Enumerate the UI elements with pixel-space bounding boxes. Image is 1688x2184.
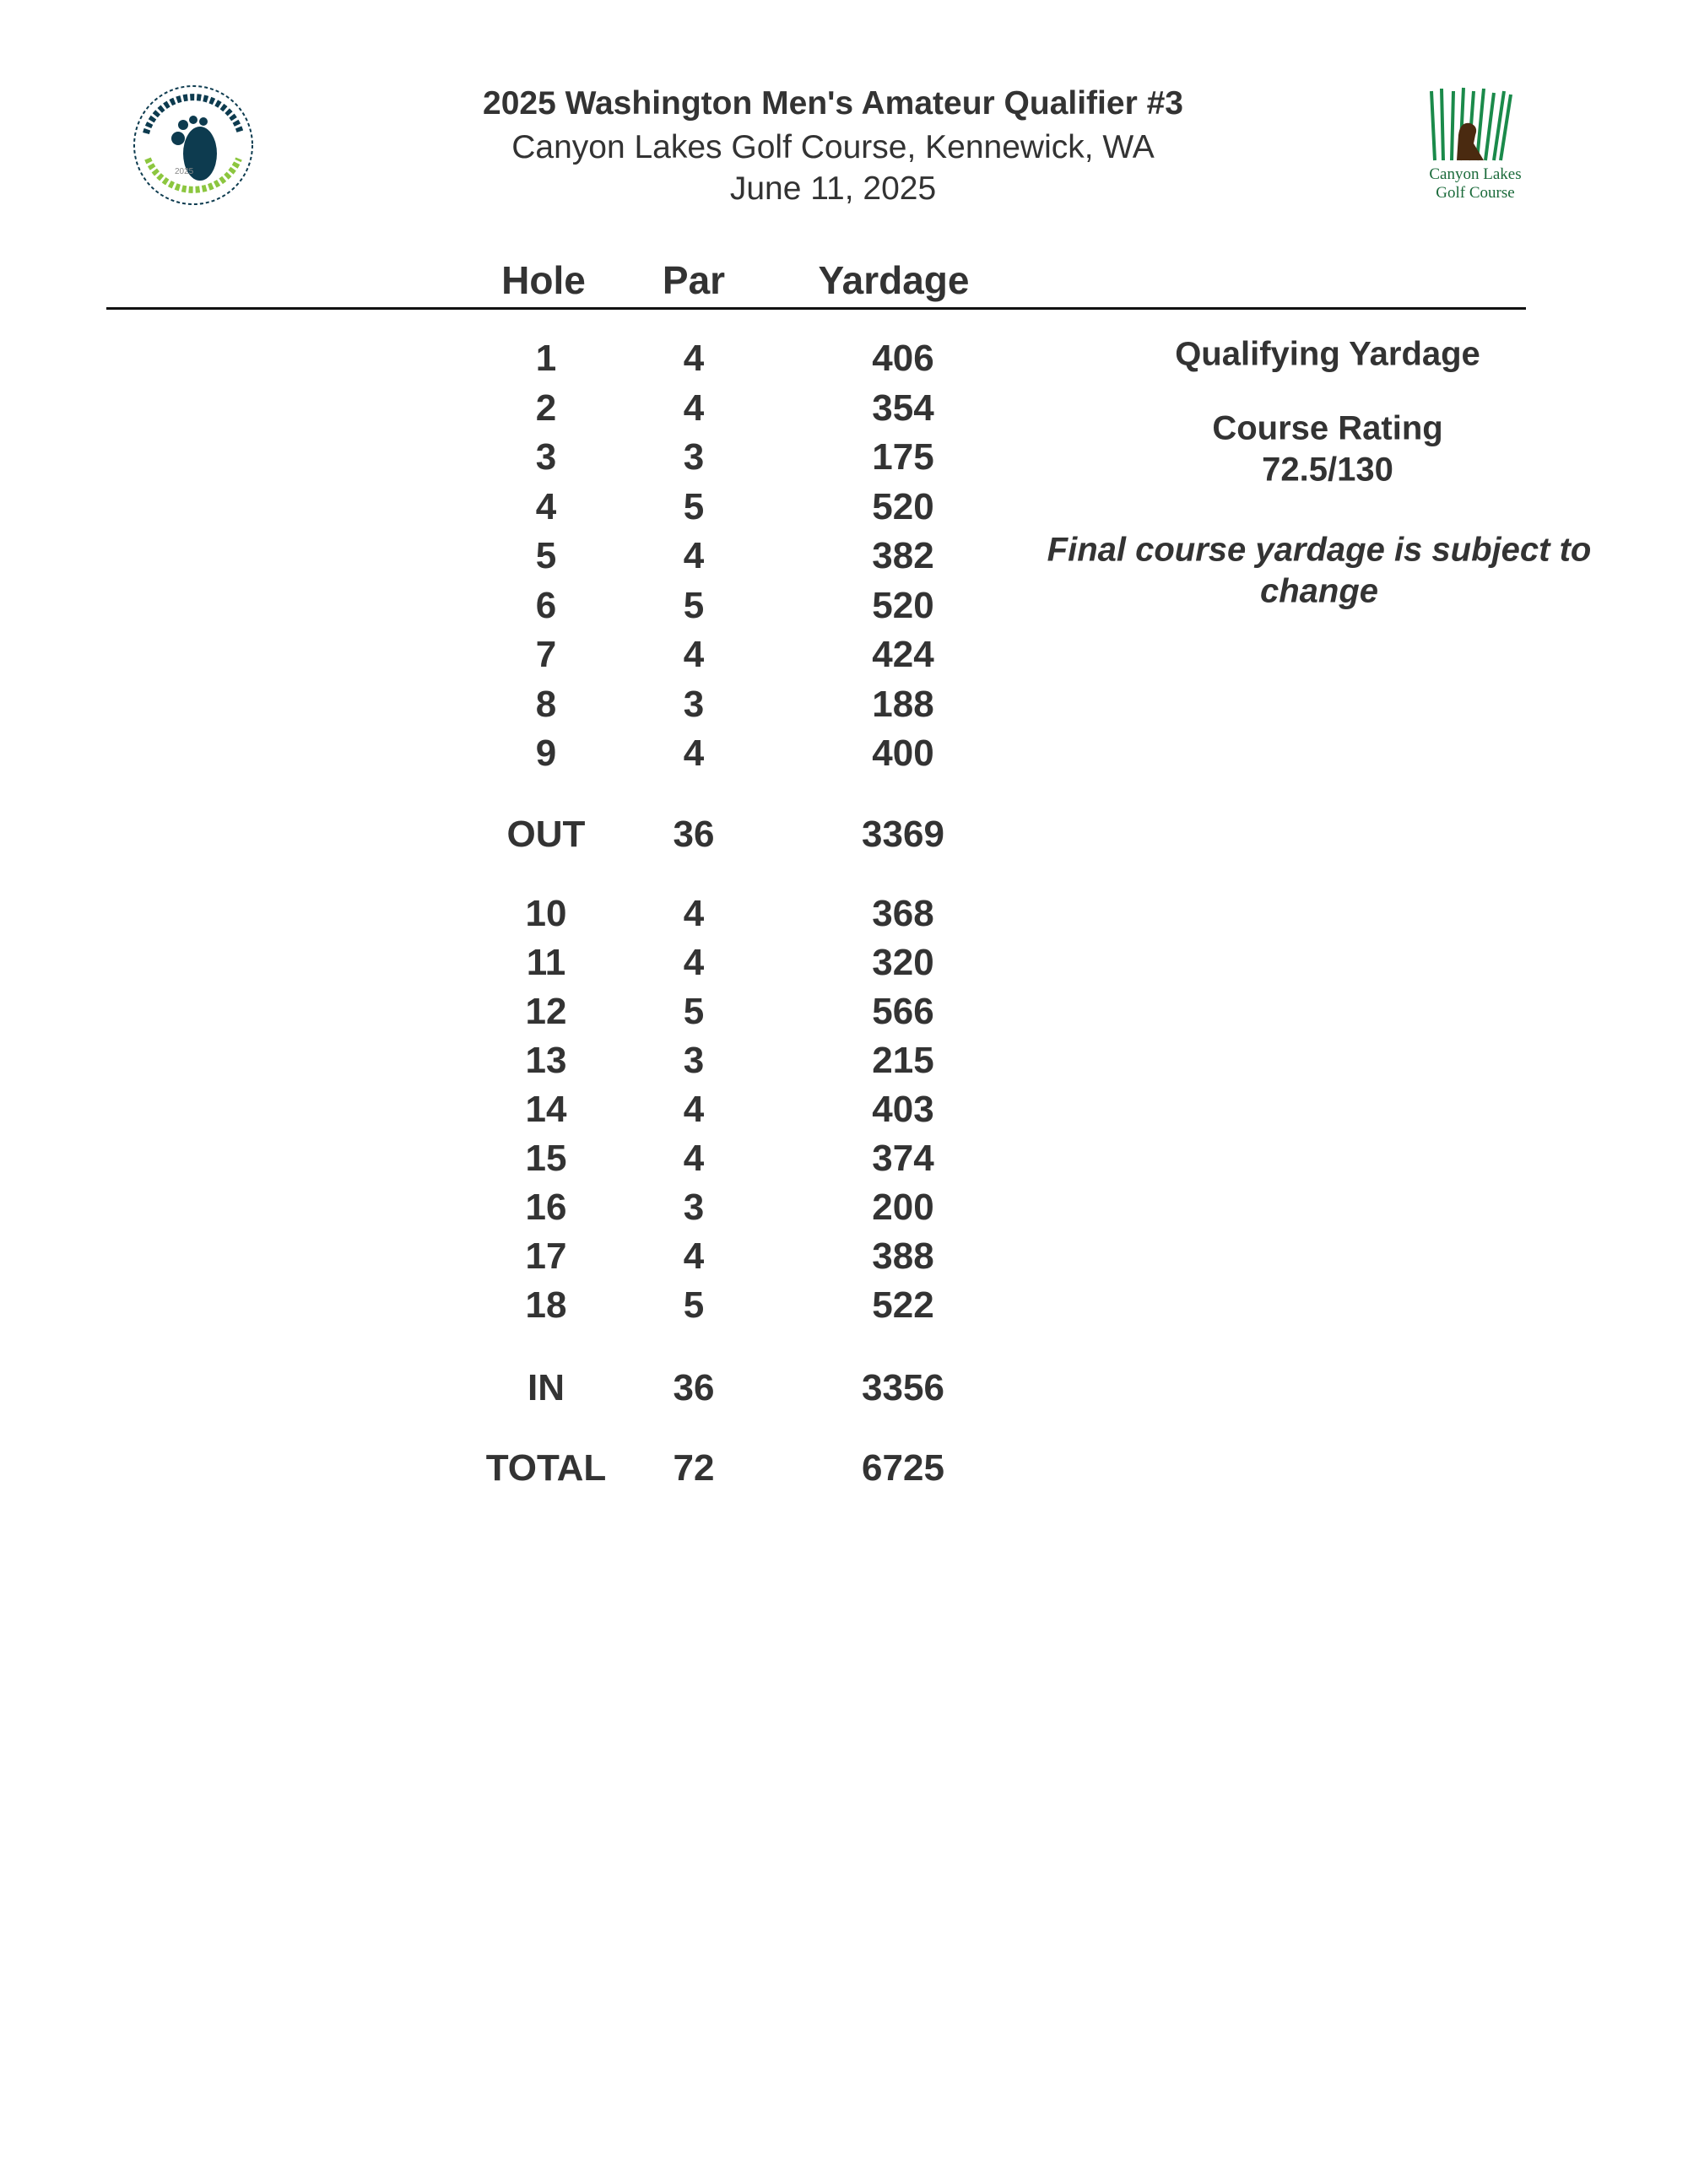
cell-hole: 4 — [535, 485, 557, 527]
cell-yards: 388 — [872, 1235, 934, 1277]
cell-par: 3 — [683, 1040, 705, 1081]
cell-hole: 2 — [535, 387, 557, 429]
cell-hole: 18 — [525, 1284, 567, 1326]
cell-yards: 200 — [872, 1187, 934, 1228]
column-header-hole: Hole — [501, 258, 586, 302]
header-divider — [106, 307, 1526, 310]
cell-yards: 6725 — [862, 1447, 944, 1489]
cell-par: 4 — [683, 893, 705, 934]
cell-hole: 10 — [525, 893, 567, 934]
cell-yards: 403 — [872, 1089, 934, 1130]
cell-hole: 15 — [525, 1138, 567, 1179]
cell-par: 4 — [683, 733, 705, 774]
cell-par: 72 — [673, 1447, 715, 1489]
cell-par: 5 — [683, 991, 705, 1032]
qualifying-yardage-heading: Qualifying Yardage — [1175, 335, 1480, 373]
cell-yards: 522 — [872, 1284, 934, 1326]
cell-hole: 6 — [535, 584, 557, 626]
svg-text:2025: 2025 — [175, 167, 194, 176]
cell-par: 4 — [683, 942, 705, 983]
cell-yards: 188 — [872, 683, 934, 725]
event-title: 2025 Washington Men's Amateur Qualifier … — [483, 85, 1183, 122]
cell-hole: OUT — [506, 814, 586, 855]
cell-hole: 13 — [525, 1040, 567, 1081]
cell-par: 4 — [683, 338, 705, 379]
cell-par: 4 — [683, 634, 705, 675]
event-date: June 11, 2025 — [729, 170, 937, 207]
cell-yards: 215 — [872, 1040, 934, 1081]
cell-hole: TOTAL — [485, 1447, 607, 1489]
cell-yards: 3356 — [862, 1367, 944, 1408]
cell-par: 5 — [683, 584, 705, 626]
svg-text:Canyon Lakes: Canyon Lakes — [1429, 165, 1521, 183]
cell-hole: 16 — [525, 1187, 567, 1228]
cell-par: 4 — [683, 1138, 705, 1179]
cell-yards: 400 — [872, 733, 934, 774]
cell-hole: 7 — [535, 634, 557, 675]
cell-hole: 14 — [525, 1089, 567, 1130]
cell-yards: 175 — [872, 436, 934, 478]
cell-hole: 9 — [535, 733, 557, 774]
cell-hole: 8 — [535, 683, 557, 725]
cell-yards: 374 — [872, 1138, 934, 1179]
washington-mens-am-logo: 2025 — [131, 83, 256, 208]
cell-hole: 17 — [525, 1235, 567, 1277]
cell-yards: 520 — [872, 485, 934, 527]
canyon-lakes-logo: Canyon Lakes Golf Course — [1423, 84, 1528, 207]
cell-hole: 12 — [525, 991, 567, 1032]
course-rating-value: 72.5/130 — [1262, 451, 1393, 489]
cell-yards: 566 — [872, 991, 934, 1032]
cell-yards: 424 — [872, 634, 934, 675]
cell-hole: 5 — [535, 535, 557, 576]
cell-hole: 11 — [526, 942, 566, 983]
cell-yards: 520 — [872, 584, 934, 626]
cell-yards: 320 — [872, 942, 934, 983]
column-header-par: Par — [662, 258, 726, 302]
cell-par: 4 — [683, 387, 705, 429]
cell-par: 5 — [683, 485, 705, 527]
cell-hole: 3 — [535, 436, 557, 478]
cell-par: 3 — [683, 436, 705, 478]
cell-par: 4 — [683, 1235, 705, 1277]
cell-par: 36 — [673, 1367, 715, 1408]
cell-par: 4 — [683, 535, 705, 576]
cell-par: 4 — [683, 1089, 705, 1130]
cell-yards: 3369 — [862, 814, 944, 855]
cell-par: 3 — [683, 1187, 705, 1228]
cell-hole: IN — [528, 1367, 565, 1408]
course-rating-label: Course Rating — [1212, 409, 1443, 447]
venue: Canyon Lakes Golf Course, Kennewick, WA — [511, 129, 1155, 165]
cell-yards: 354 — [872, 387, 934, 429]
svg-text:Golf Course: Golf Course — [1436, 184, 1514, 202]
cell-hole: 1 — [535, 338, 557, 379]
cell-par: 3 — [683, 683, 705, 725]
cell-yards: 382 — [872, 535, 934, 576]
cell-yards: 368 — [872, 893, 934, 934]
yardage-disclaimer-line1: Final course yardage is subject to — [1047, 531, 1592, 569]
cell-par: 5 — [683, 1284, 705, 1326]
cell-yards: 406 — [872, 338, 934, 379]
cell-par: 36 — [673, 814, 715, 855]
column-header-yardage: Yardage — [818, 258, 970, 302]
yardage-disclaimer-line2: change — [1259, 572, 1379, 610]
